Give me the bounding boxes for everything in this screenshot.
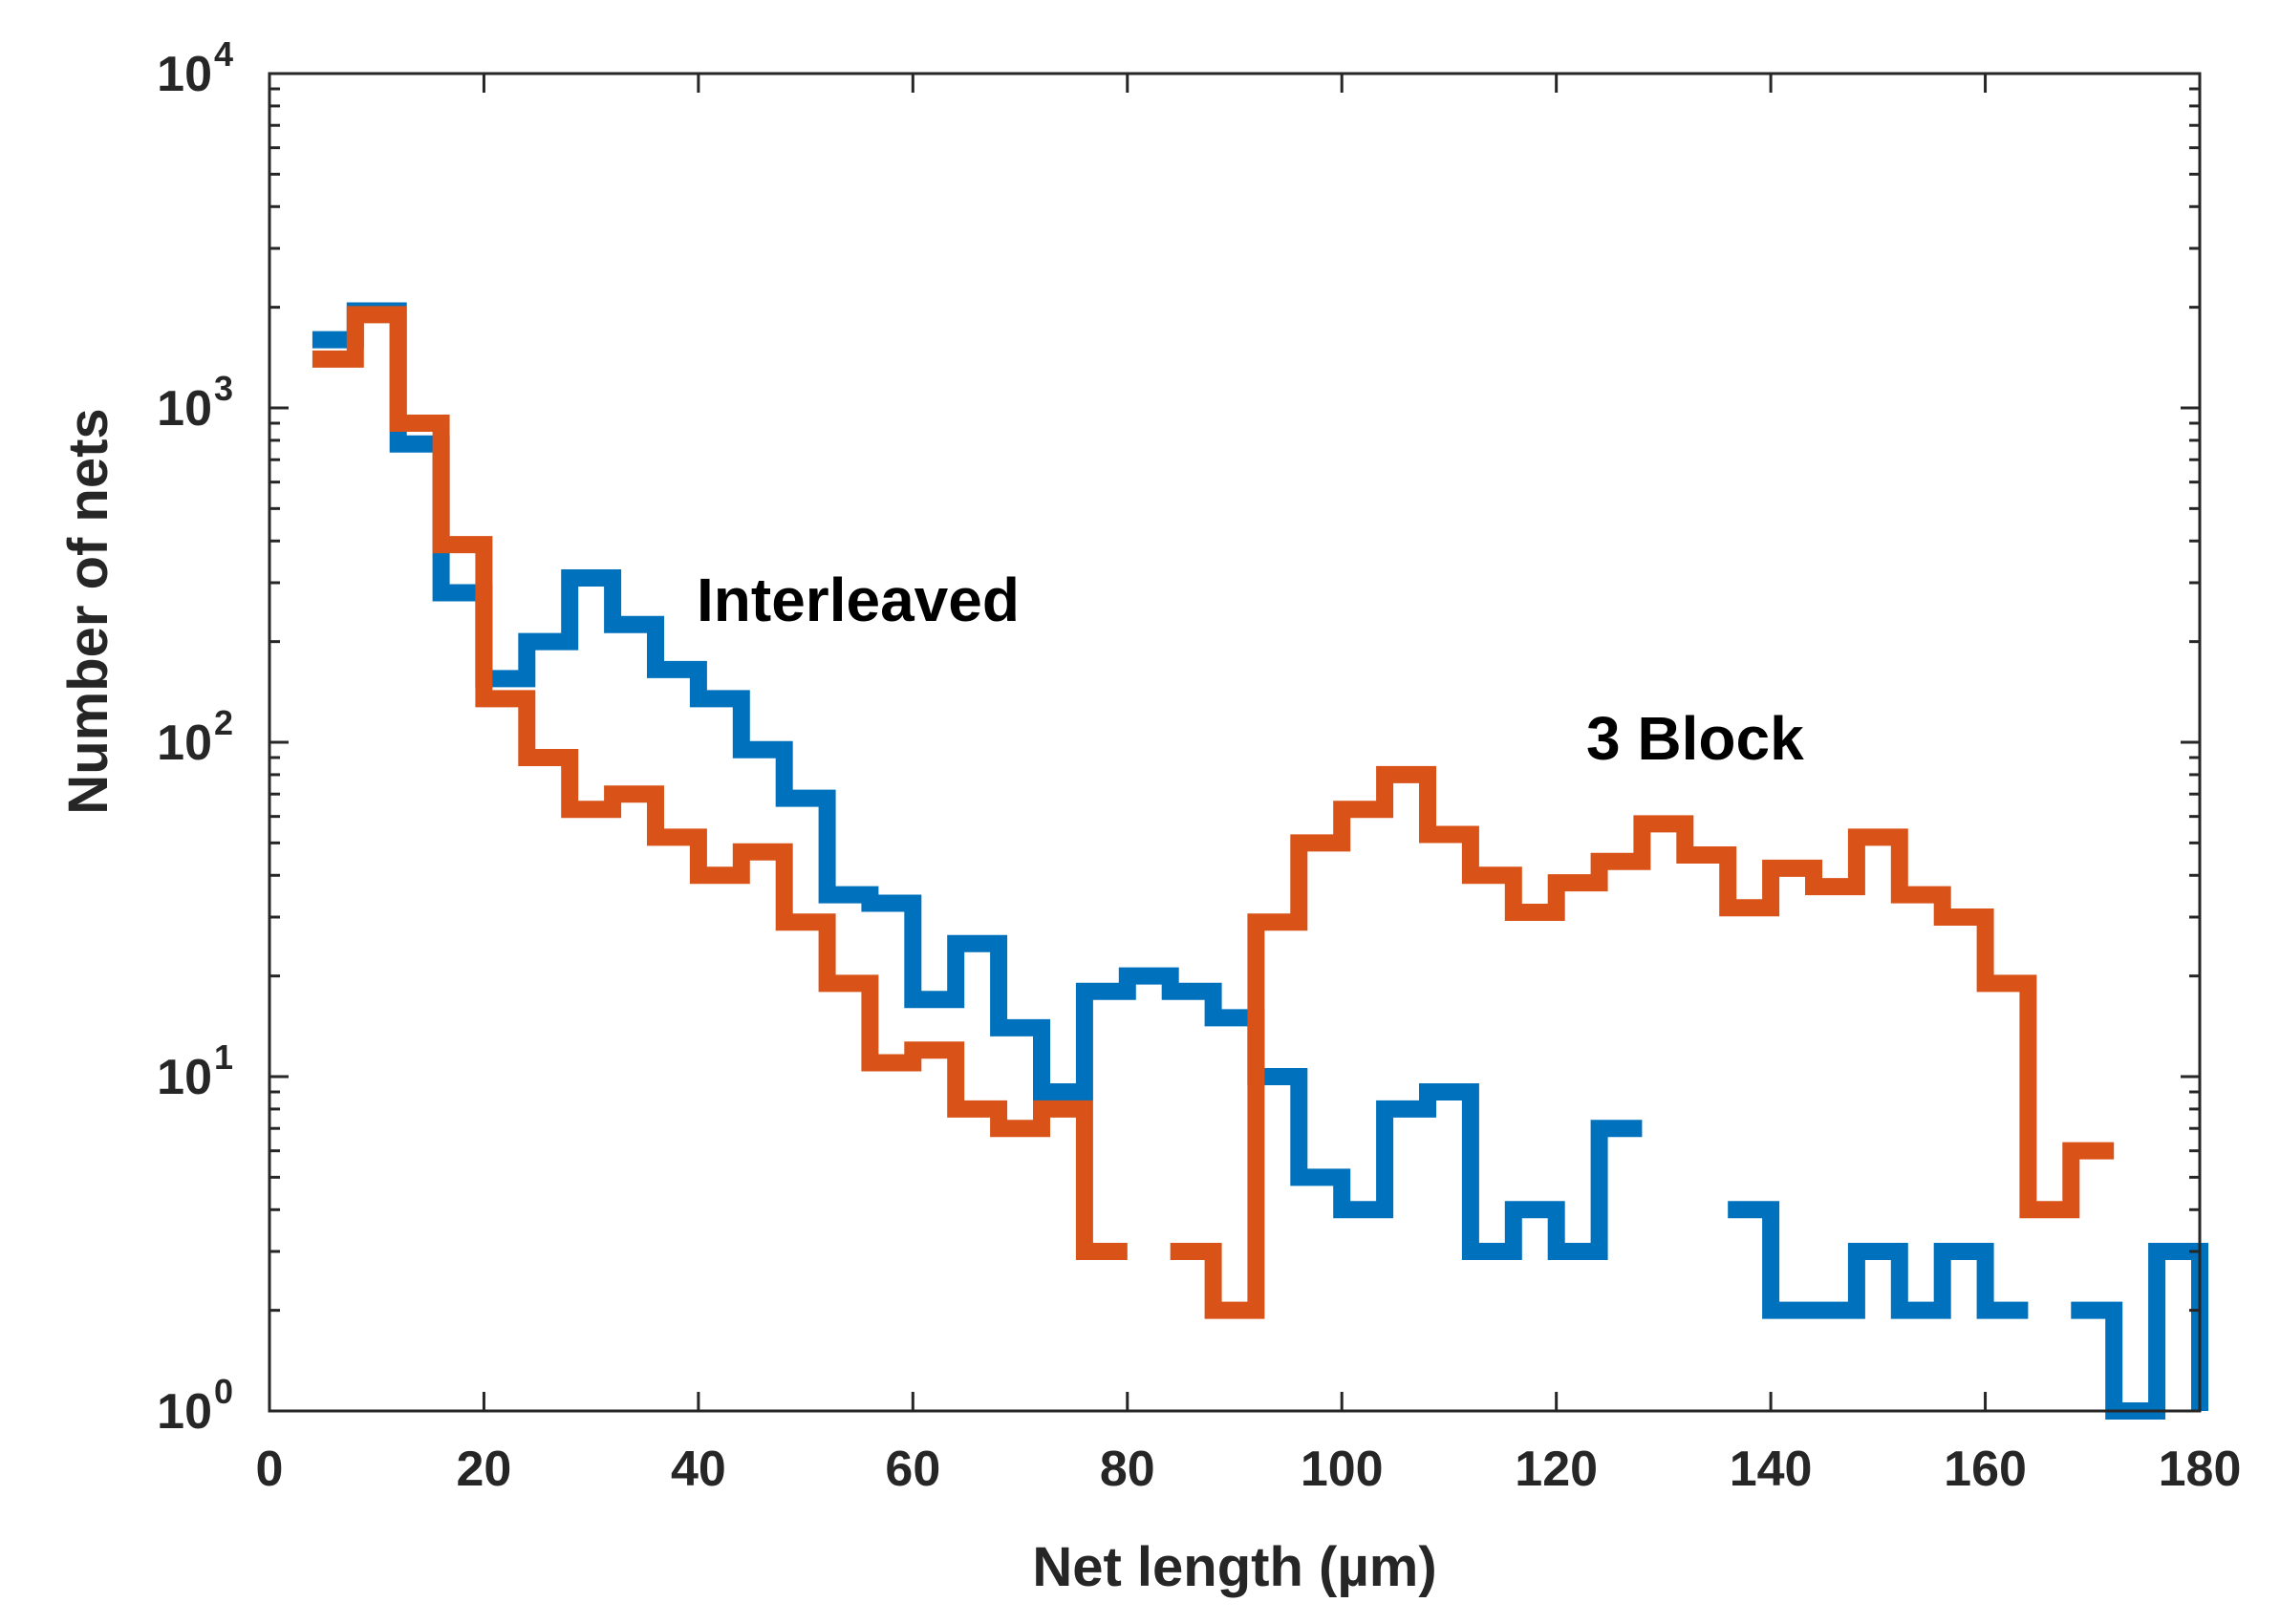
y-tick-label-base-0: 10 — [157, 1384, 212, 1440]
y-tick-label-3: 10 3 — [157, 369, 233, 437]
y-tick-label-base-2: 10 — [157, 716, 212, 771]
ticks-layer — [268, 72, 2202, 1413]
y-tick-label-base-4: 10 — [157, 47, 212, 102]
y-axis-label: Number of nets — [57, 408, 119, 814]
series-line-interleaved-segment-2 — [1728, 1201, 2029, 1319]
annotation-interleaved: Interleaved — [697, 566, 1020, 634]
y-tick-label-exp-2: 2 — [214, 703, 233, 742]
y-tick-label-0: 10 0 — [157, 1372, 233, 1440]
x-tick-label-2: 40 — [671, 1442, 726, 1497]
x-tick-label-8: 160 — [1944, 1442, 2027, 1497]
x-tick-label-1: 20 — [457, 1442, 512, 1497]
y-tick-label-1: 10 1 — [157, 1037, 233, 1105]
y-tick-label-base-1: 10 — [157, 1050, 212, 1105]
series-line-interleaved-segment-1 — [312, 302, 1643, 1260]
x-tick-label-5: 100 — [1301, 1442, 1384, 1497]
series-line-3-block-segment-2 — [1170, 765, 2115, 1319]
y-tick-label-exp-3: 3 — [214, 369, 233, 408]
y-tick-label-exp-1: 1 — [214, 1037, 233, 1077]
series-layer — [312, 302, 2208, 1420]
y-tick-label-base-3: 10 — [157, 381, 212, 437]
x-tick-label-9: 180 — [2159, 1442, 2242, 1497]
x-tick-label-6: 120 — [1515, 1442, 1598, 1497]
x-tick-label-3: 60 — [885, 1442, 940, 1497]
y-tick-label-2: 10 2 — [157, 703, 233, 771]
x-axis-label: Net length (µm) — [1032, 1536, 1436, 1598]
x-tick-label-4: 80 — [1100, 1442, 1155, 1497]
y-tick-label-exp-4: 4 — [214, 34, 233, 74]
series-3-block — [312, 306, 2115, 1319]
annotation-3-block: 3 Block — [1586, 704, 1804, 773]
y-tick-label-exp-0: 0 — [214, 1372, 233, 1411]
series-line-3-block-segment-1 — [312, 306, 1128, 1260]
x-tick-label-0: 0 — [256, 1442, 284, 1497]
x-tick-labels: 0 20 40 60 80 100 120 140 160 180 — [256, 1442, 2242, 1497]
y-tick-label-4: 10 4 — [157, 34, 233, 102]
x-tick-label-7: 140 — [1730, 1442, 1813, 1497]
